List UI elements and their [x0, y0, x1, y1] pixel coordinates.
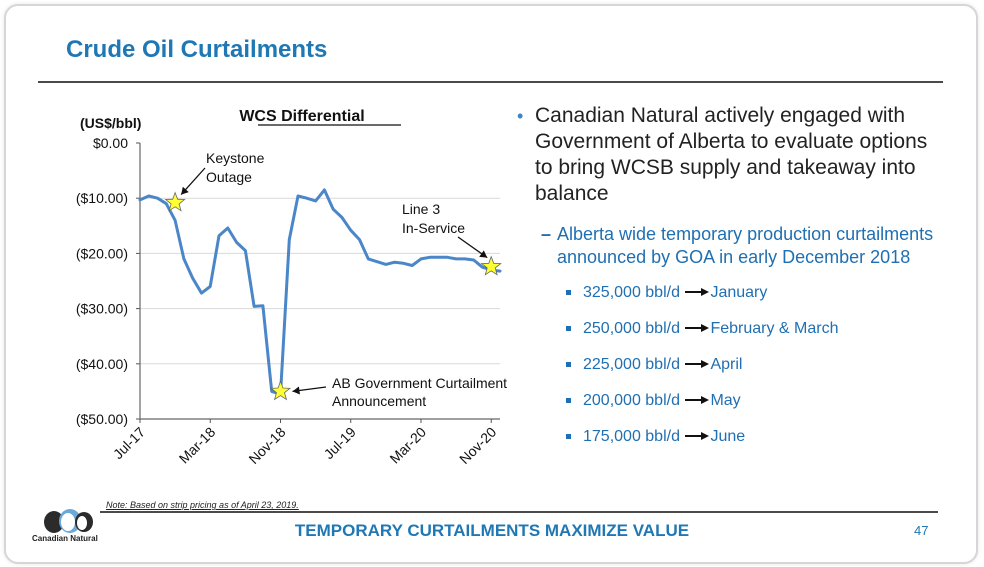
- title-divider: [38, 81, 943, 83]
- y-tick-label: ($30.00): [76, 301, 128, 317]
- curtailment-period: April: [710, 356, 743, 373]
- curtailment-item: 175,000 bbl/d June: [513, 427, 943, 463]
- curtailment-period: June: [710, 428, 746, 445]
- keystone-arrow-head-icon: [181, 186, 189, 195]
- x-tick-label: Jul-17: [110, 424, 148, 462]
- y-tick-label: ($50.00): [76, 411, 128, 427]
- curtailment-list: 325,000 bbl/d January 250,000 bbl/d Febru…: [513, 283, 943, 463]
- square-bullet-icon: [566, 398, 571, 403]
- main-bullet-text: Canadian Natural actively engaged with G…: [535, 104, 928, 205]
- arrow-right-icon: [685, 359, 710, 368]
- x-tick-label: Jul-19: [321, 424, 359, 462]
- x-tick-label: Nov-20: [456, 424, 499, 467]
- logo-text: Canadian Natural: [32, 534, 98, 543]
- y-tick-label: ($10.00): [76, 190, 128, 206]
- y-tick-label: ($40.00): [76, 356, 128, 372]
- x-tick-label: Nov-18: [245, 424, 288, 467]
- wcs-chart: WCS Differential (US$/bbl) $0.00 ($10.00) ($…: [60, 100, 510, 495]
- ab-gov-star-icon: [269, 380, 292, 401]
- footer-divider: [100, 511, 938, 513]
- curtailment-volume: 175,000 bbl/d: [583, 428, 680, 445]
- curtailment-period: January: [710, 284, 768, 301]
- footer-tagline: TEMPORARY CURTAILMENTS MAXIMIZE VALUE: [294, 521, 690, 540]
- ab-gov-arrow-head-icon: [292, 386, 300, 395]
- ab-gov-label-line1: AB Government Curtailment: [332, 375, 507, 391]
- curtailment-volume: 250,000 bbl/d: [583, 320, 680, 337]
- bullet-list: • Canadian Natural actively engaged with…: [513, 103, 943, 463]
- keystone-star-icon: [164, 191, 186, 212]
- square-bullet-icon: [566, 362, 571, 367]
- line3-label-line2: In-Service: [402, 220, 465, 236]
- arrow-right-icon: [685, 287, 710, 296]
- keystone-label-line2: Outage: [206, 169, 252, 185]
- arrow-right-icon: [685, 323, 710, 332]
- square-bullet-icon: [566, 434, 571, 439]
- dash-icon: –: [541, 224, 552, 244]
- bullet-dot-icon: •: [517, 106, 524, 126]
- arrow-right-icon: [685, 395, 710, 404]
- sub-bullet: – Alberta wide temporary production curt…: [513, 223, 943, 269]
- curtailment-item: 325,000 bbl/d January: [513, 283, 943, 319]
- x-tick-label: Mar-20: [386, 424, 429, 467]
- curtailment-period: February & March: [710, 320, 839, 337]
- wcs-chart-svg: WCS Differential (US$/bbl) $0.00 ($10.00) ($…: [76, 108, 507, 467]
- curtailment-item: 250,000 bbl/d February & March: [513, 319, 943, 355]
- square-bullet-icon: [566, 290, 571, 295]
- ab-gov-label-line2: Announcement: [332, 393, 426, 409]
- wcs-series-line: [138, 188, 502, 396]
- line3-label-line1: Line 3: [402, 201, 440, 217]
- logo-mark-icon: [44, 509, 93, 533]
- y-tick-label: ($20.00): [76, 245, 128, 261]
- curtailment-item: 200,000 bbl/d May: [513, 391, 943, 427]
- sub-bullet-text: Alberta wide temporary production curtai…: [557, 224, 934, 267]
- curtailment-volume: 225,000 bbl/d: [583, 356, 680, 373]
- page-number: 47: [914, 523, 929, 538]
- curtailment-item: 225,000 bbl/d April: [513, 355, 943, 391]
- page-title: Crude Oil Curtailments: [66, 36, 328, 63]
- square-bullet-icon: [566, 326, 571, 331]
- slide-frame: [4, 4, 978, 564]
- y-axis-label: (US$/bbl): [80, 115, 141, 131]
- main-bullet: • Canadian Natural actively engaged with…: [513, 103, 943, 207]
- curtailment-period: May: [710, 392, 741, 409]
- keystone-label-line1: Keystone: [206, 150, 265, 166]
- curtailment-volume: 200,000 bbl/d: [583, 392, 680, 409]
- x-tick-label: Mar-18: [176, 424, 219, 467]
- footnote: Note: Based on strip pricing as of April…: [106, 500, 299, 510]
- line3-arrow-head-icon: [479, 250, 488, 258]
- curtailment-volume: 325,000 bbl/d: [583, 284, 680, 301]
- arrow-right-icon: [685, 431, 710, 440]
- line3-star-icon: [480, 255, 502, 276]
- y-tick-label: $0.00: [93, 135, 128, 151]
- chart-title: WCS Differential: [239, 108, 364, 125]
- company-logo: Canadian Natural: [32, 509, 108, 549]
